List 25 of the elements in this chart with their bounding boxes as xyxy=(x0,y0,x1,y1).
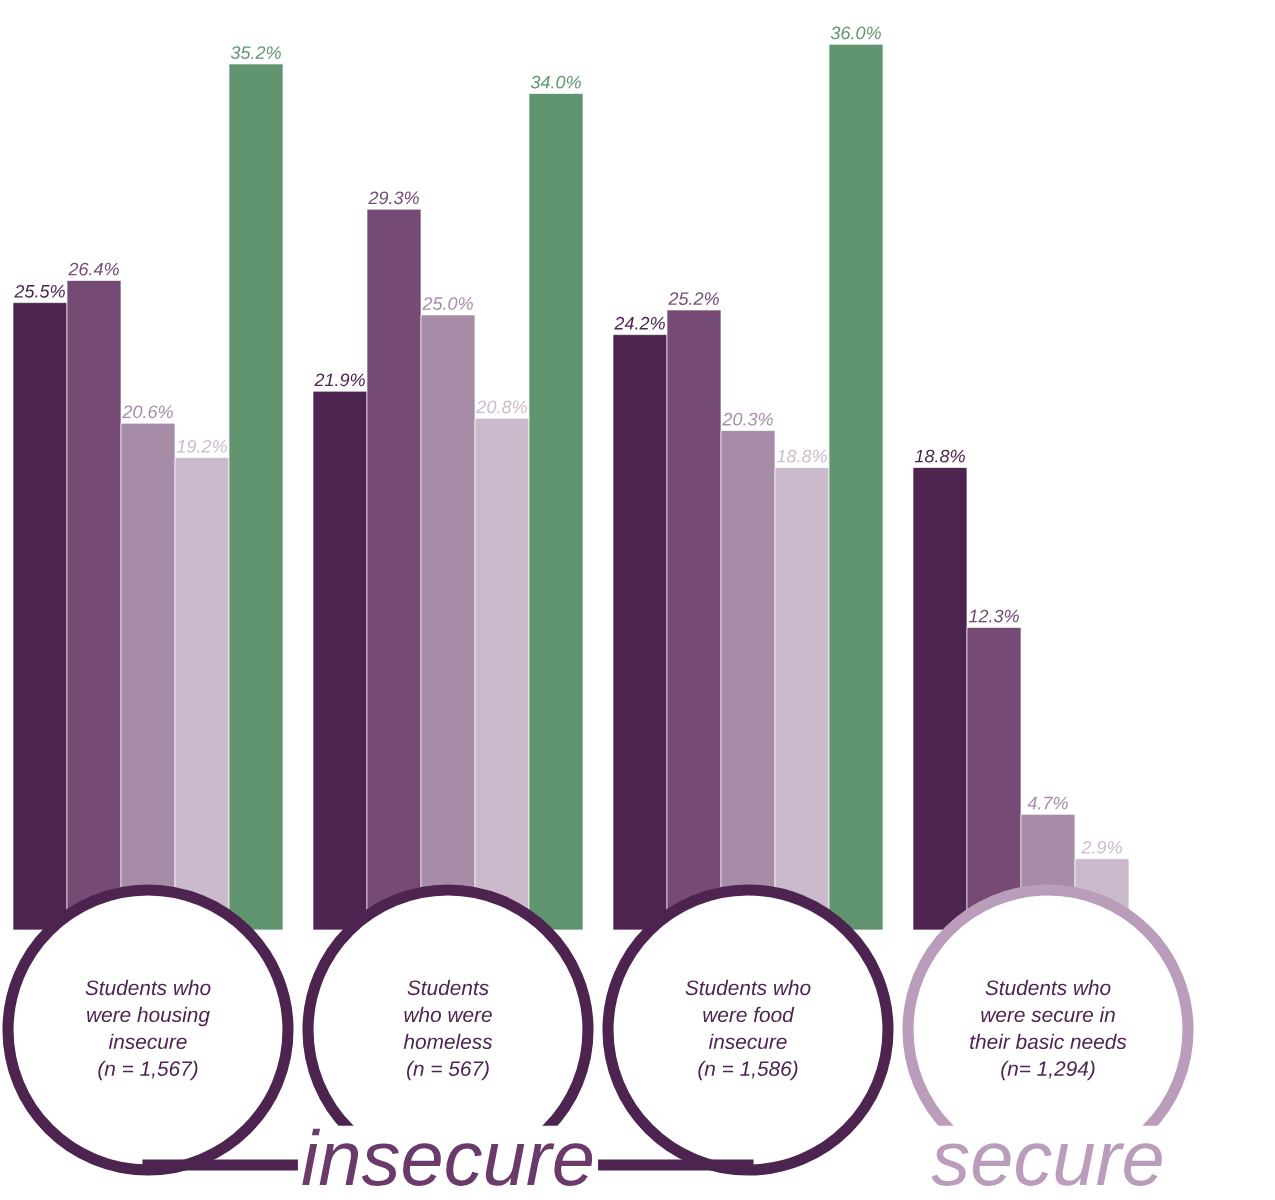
data-label: 36.0% xyxy=(830,26,881,40)
x-tick-label: Students who were food insecure (n = 1,586) xyxy=(685,979,811,1081)
data-label: 4.7% xyxy=(1027,796,1068,810)
x-tick-label: Students who were housing insecure (n = 1,567) xyxy=(85,979,211,1081)
data-label: 18.8% xyxy=(776,449,827,463)
data-label: 20.6% xyxy=(122,405,173,419)
data-label: 20.3% xyxy=(722,412,773,426)
data-label: 34.0% xyxy=(530,75,581,89)
data-label: 19.2% xyxy=(176,439,227,453)
data-label: 25.0% xyxy=(422,297,473,310)
data-label: 24.2% xyxy=(614,316,665,330)
data-label: 25.2% xyxy=(668,292,719,306)
data-label: 25.5% xyxy=(14,284,65,298)
data-label: 2.9% xyxy=(1081,840,1122,854)
x-tick-label: Students who were secure in their basic needs (n= 1,294) xyxy=(970,979,1127,1081)
data-label: 18.8% xyxy=(914,449,965,463)
text: insecure xyxy=(302,1128,593,1186)
data-label: 20.8% xyxy=(476,400,527,414)
data-label: 35.2% xyxy=(230,46,281,60)
x-tick-label: Students who were homeless (n = 567) xyxy=(403,979,493,1081)
data-label: 21.9% xyxy=(314,373,365,387)
text: secure xyxy=(931,1143,1162,1186)
data-label: 29.3% xyxy=(368,191,419,205)
data-label: 26.4% xyxy=(68,262,119,276)
data-label: 12.3% xyxy=(968,609,1019,623)
